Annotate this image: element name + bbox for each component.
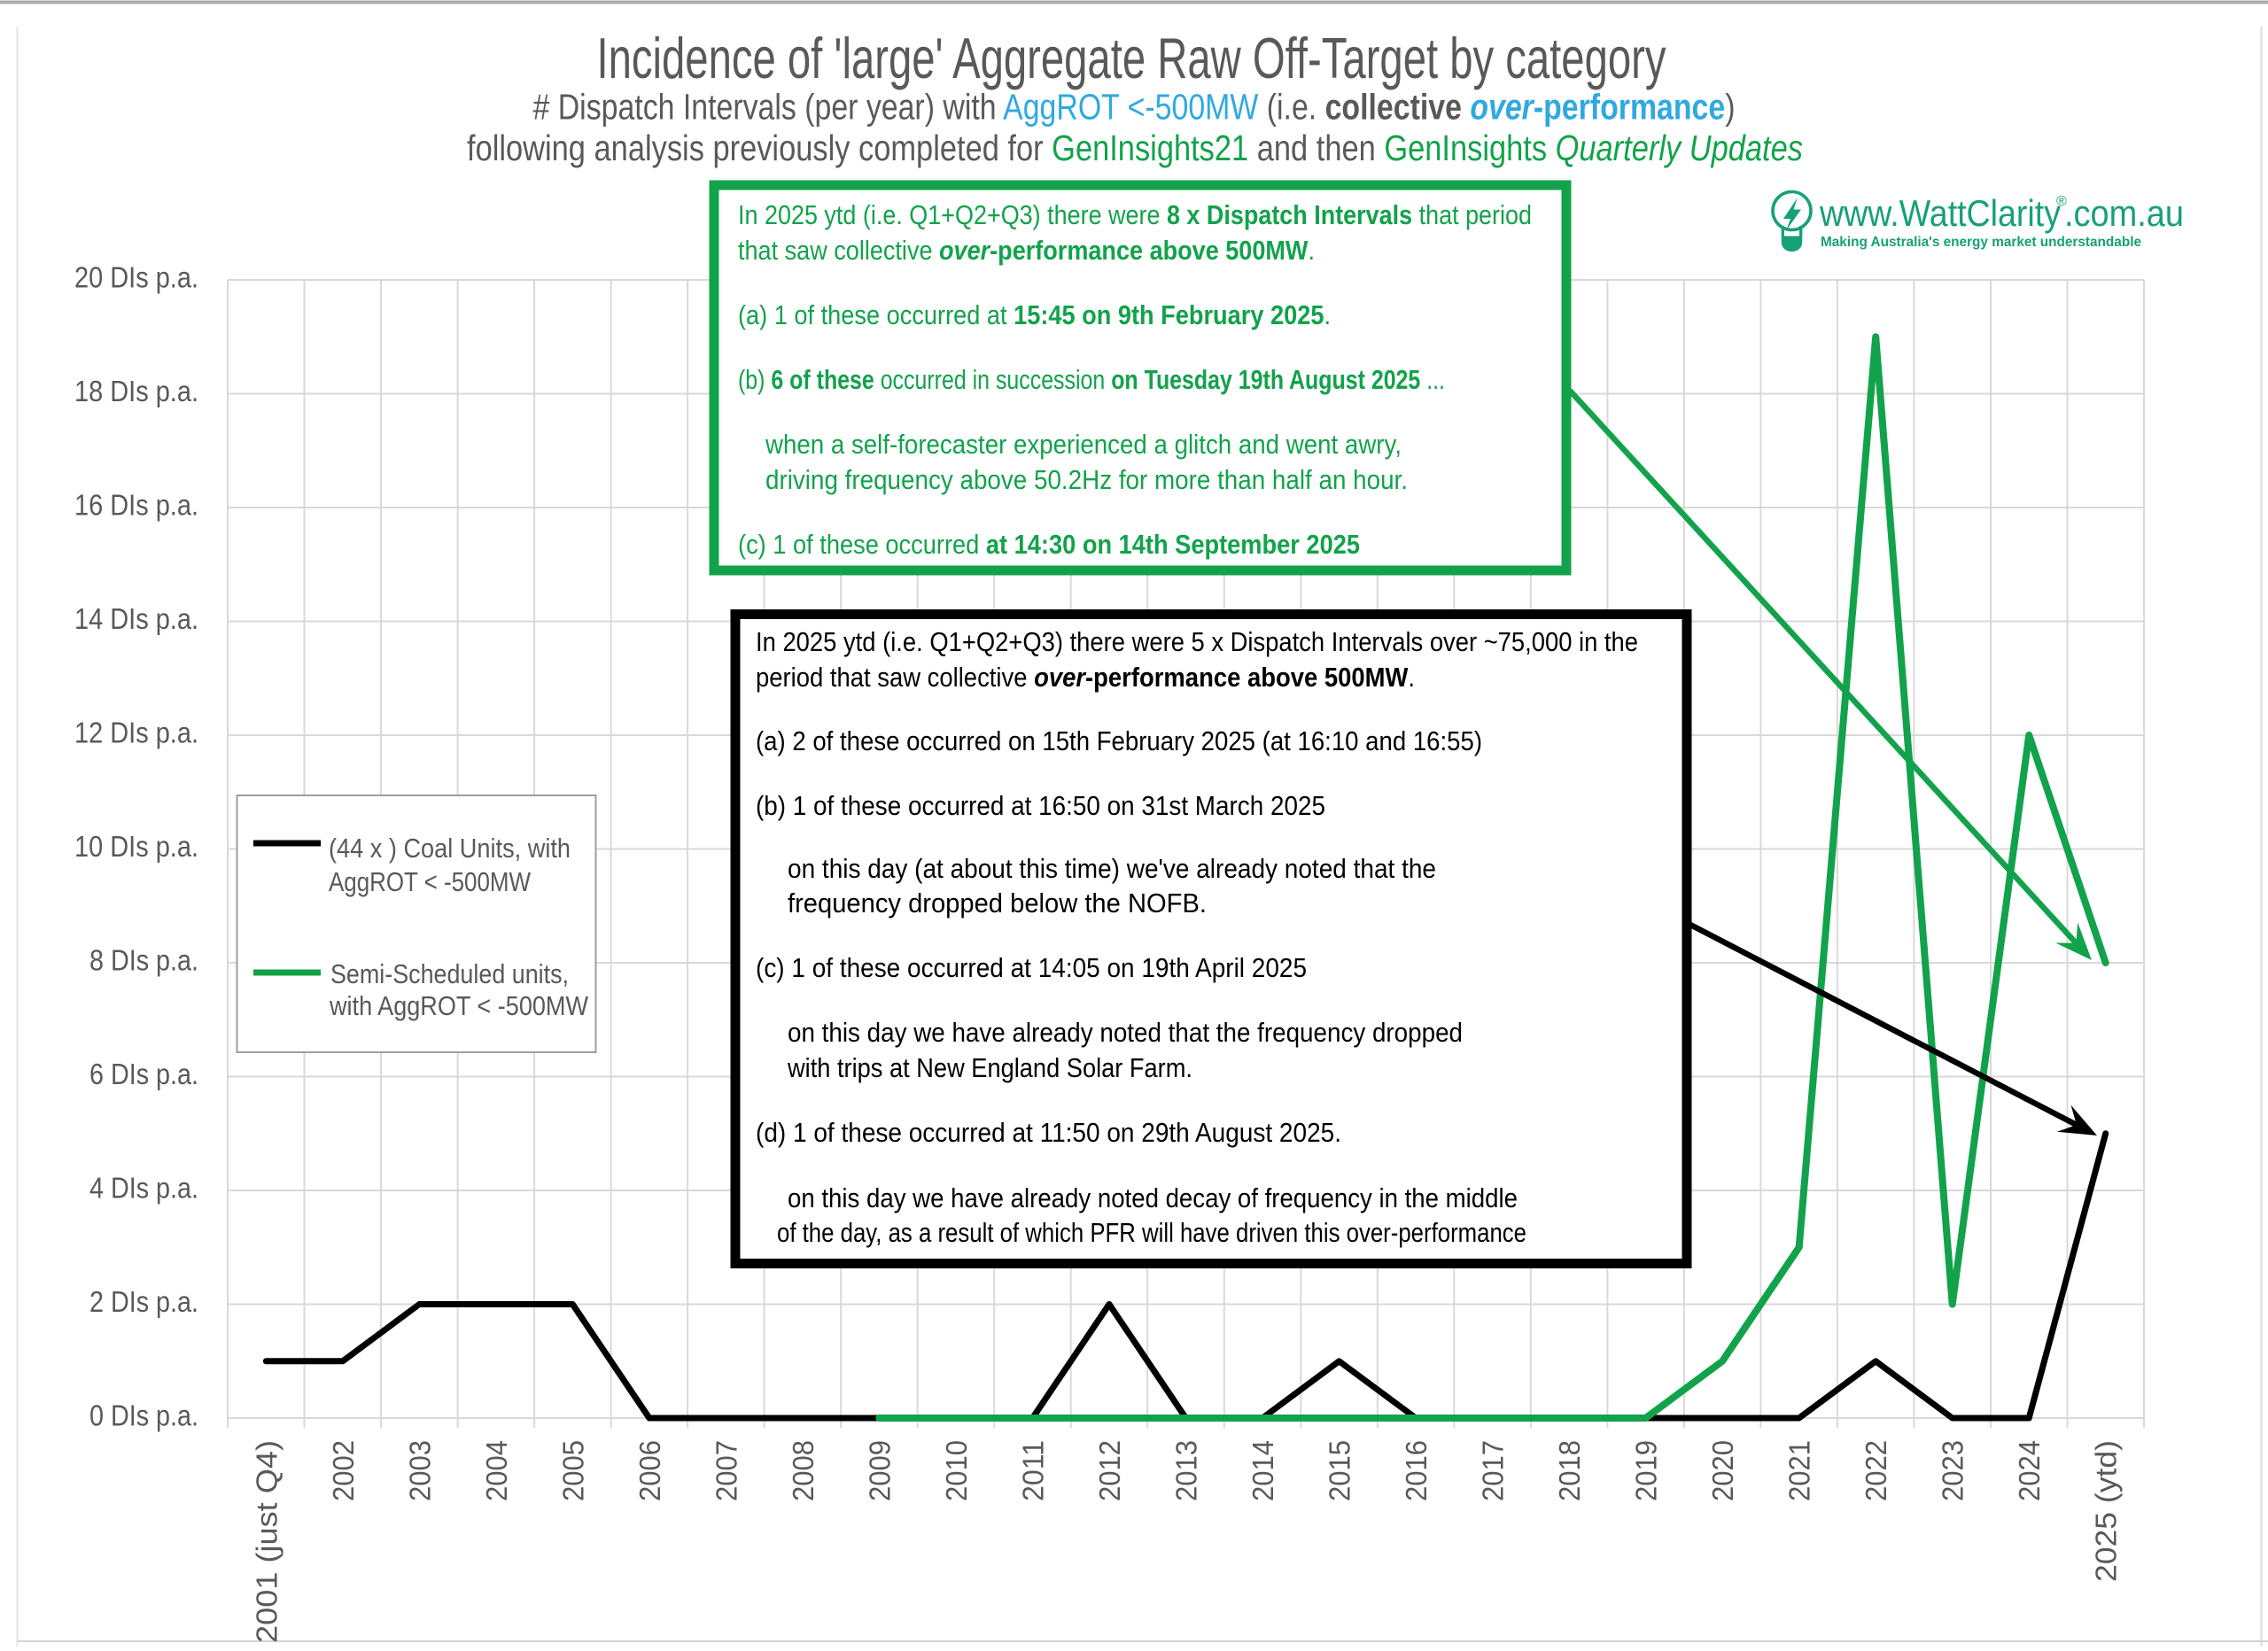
svg-text:on this day we have already no: on this day we have already noted that t… [788,1017,1463,1048]
svg-text:(d) 1 of these occurred at 11: (d) 1 of these occurred at 11:50 on 29th… [756,1117,1341,1148]
svg-text:AggROT < -500MW: AggROT < -500MW [329,866,532,897]
svg-text:2014: 2014 [1247,1440,1279,1501]
svg-text:2005: 2005 [556,1440,589,1501]
svg-text:2008: 2008 [787,1440,819,1501]
svg-text:driving frequency above 50.2Hz: driving frequency above 50.2Hz for more … [765,464,1408,495]
svg-text:2015: 2015 [1324,1440,1356,1501]
svg-text:when a self-forecaster experie: when a self-forecaster experienced a gli… [765,429,1402,460]
svg-text:.com.au: .com.au [2064,192,2184,234]
svg-text:20 DIs p.a.: 20 DIs p.a. [74,261,198,294]
svg-text:2025 (ytd): 2025 (ytd) [2090,1440,2123,1582]
svg-text:frequency dropped below the NO: frequency dropped below the NOFB. [788,888,1207,919]
svg-text:on this day we have already no: on this day we have already noted decay … [788,1182,1518,1213]
svg-text:with trips at New England Sola: with trips at New England Solar Farm. [787,1052,1192,1083]
svg-text:2021: 2021 [1783,1440,1816,1501]
svg-text:2022: 2022 [1860,1440,1892,1501]
svg-text:with AggROT < -500MW: with AggROT < -500MW [329,990,589,1021]
svg-text:6 DIs p.a.: 6 DIs p.a. [89,1058,198,1090]
svg-text:2009: 2009 [863,1440,896,1501]
svg-text:Incidence of 'large' Aggregate: Incidence of 'large' Aggregate Raw Off-T… [597,26,1666,90]
svg-text:2017: 2017 [1477,1440,1510,1501]
svg-text:www.WattClarity: www.WattClarity [1819,192,2061,234]
svg-text:16 DIs p.a.: 16 DIs p.a. [74,489,198,522]
svg-text:0 DIs p.a.: 0 DIs p.a. [89,1399,198,1432]
svg-text:(c) 1 of these occurred at 14: (c) 1 of these occurred at 14:30 on 14th… [738,529,1360,560]
svg-text:2019: 2019 [1630,1440,1663,1501]
svg-text:2 DIs p.a.: 2 DIs p.a. [89,1285,198,1318]
svg-text:8 DIs p.a.: 8 DIs p.a. [89,944,198,977]
svg-text:(b) 1 of these occurred at 16: (b) 1 of these occurred at 16:50 on 31st… [756,790,1325,821]
svg-text:(a) 2 of these occurred on 15: (a) 2 of these occurred on 15th February… [756,725,1482,756]
svg-text:2020: 2020 [1706,1440,1739,1501]
svg-text:2023: 2023 [1937,1440,1969,1501]
svg-text:2018: 2018 [1553,1440,1586,1501]
svg-text:2012: 2012 [1093,1440,1126,1501]
svg-text:2003: 2003 [403,1440,436,1501]
svg-text:2016: 2016 [1400,1440,1433,1501]
svg-text:(b) 6 of these occurred in su: (b) 6 of these occurred in succession on… [738,364,1445,395]
svg-text:2010: 2010 [940,1440,973,1501]
svg-text:14 DIs p.a.: 14 DIs p.a. [74,602,198,635]
svg-text:In 2025 ytd (i.e. Q1+Q2+Q3) th: In 2025 ytd (i.e. Q1+Q2+Q3) there were 8… [738,199,1532,230]
svg-text:# Dispatch Intervals (per year: # Dispatch Intervals (per year) with Agg… [533,87,1736,128]
svg-text:period that saw collective ove: period that saw collective over-performa… [756,662,1415,693]
svg-text:on this day (at about this tim: on this day (at about this time) we've a… [788,853,1436,884]
svg-text:2001 (just Q4): 2001 (just Q4) [250,1440,283,1643]
svg-text:Semi-Scheduled units,: Semi-Scheduled units, [330,958,569,989]
svg-text:10 DIs p.a.: 10 DIs p.a. [74,830,198,863]
svg-text:(44 x ) Coal Units, with: (44 x ) Coal Units, with [329,833,571,864]
svg-text:2024: 2024 [2013,1440,2046,1501]
svg-text:of the day, as a result of whi: of the day, as a result of which PFR wil… [777,1217,1526,1248]
svg-text:2002: 2002 [327,1440,360,1501]
svg-text:4 DIs p.a.: 4 DIs p.a. [89,1172,198,1205]
svg-text:Making Australia's energy mark: Making Australia's energy market underst… [1821,235,2141,250]
svg-text:(a) 1 of these occurred at 15: (a) 1 of these occurred at 15:45 on 9th … [738,299,1331,330]
svg-text:2007: 2007 [710,1440,742,1501]
svg-text:18 DIs p.a.: 18 DIs p.a. [74,375,198,407]
svg-text:(c) 1 of these occurred at 14: (c) 1 of these occurred at 14:05 on 19th… [756,952,1307,983]
svg-text:2011: 2011 [1017,1440,1050,1501]
svg-text:®: ® [2056,194,2067,209]
svg-text:2004: 2004 [480,1440,513,1501]
svg-text:2006: 2006 [633,1440,666,1501]
svg-text:12 DIs p.a.: 12 DIs p.a. [74,717,198,749]
svg-text:that saw collective over-perfo: that saw collective over-performance abo… [738,235,1315,266]
svg-text:2013: 2013 [1170,1440,1203,1501]
svg-text:In 2025 ytd (i.e. Q1+Q2+Q3) th: In 2025 ytd (i.e. Q1+Q2+Q3) there were 5… [756,626,1638,657]
svg-text:following analysis previously: following analysis previously completed … [467,128,1803,168]
